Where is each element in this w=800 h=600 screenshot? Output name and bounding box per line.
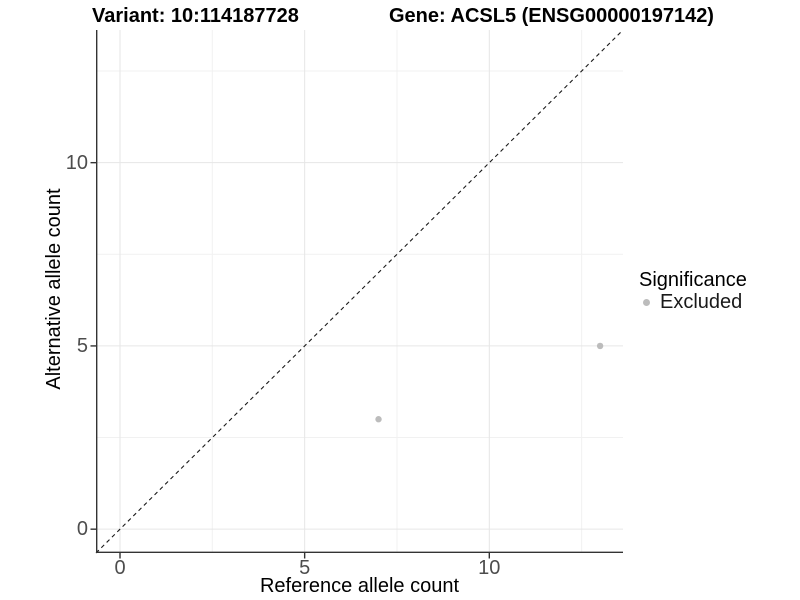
data-point [596,342,604,350]
variant-title: Variant: 10:114187728 [92,5,299,27]
panel-canvas [90,29,624,559]
y-axis-label: Alternative allele count [43,188,65,390]
legend-title: Significance [639,269,747,291]
y-tick-label-0: 0 [76,518,88,541]
x-axis-label: Reference allele count [259,575,459,597]
legend-item-excluded: Excluded [637,291,747,313]
legend: Significance Excluded [637,269,747,313]
y-tick-label-10: 10 [65,151,88,174]
data-point [375,416,382,423]
plot-panel [90,29,624,559]
excluded-point-icon [642,298,650,306]
y-tick-label-5: 5 [76,334,88,357]
legend-key-box [639,295,653,309]
x-tick-label-0: 0 [114,557,126,579]
x-tick-label-10: 10 [478,557,501,579]
x-tick-label-5: 5 [299,557,311,579]
gene-title: Gene: ACSL5 (ENSG00000197142) [389,5,714,27]
identity-dashed-line [95,29,624,554]
legend-item-label: Excluded [660,290,743,313]
